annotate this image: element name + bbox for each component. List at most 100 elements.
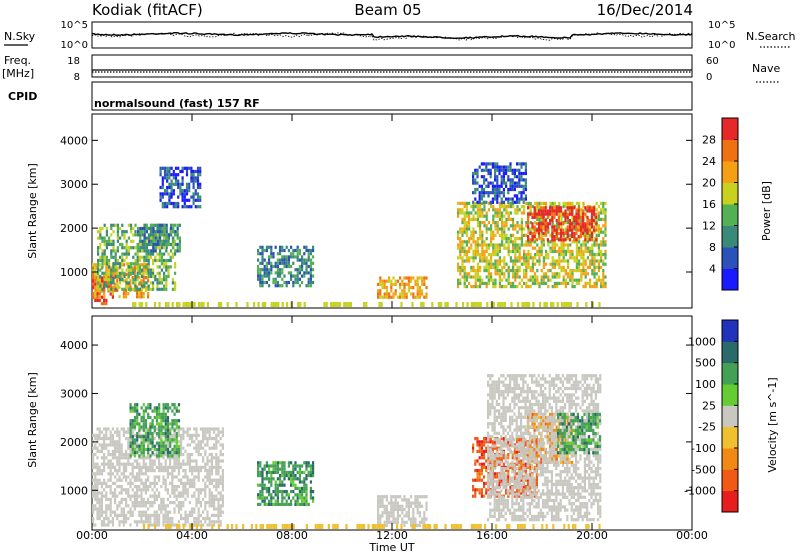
data-cell bbox=[416, 279, 419, 283]
data-cell bbox=[516, 259, 519, 263]
data-cell bbox=[98, 510, 101, 514]
data-cell bbox=[403, 276, 406, 280]
data-cell bbox=[303, 271, 306, 275]
data-cell bbox=[153, 430, 156, 434]
data-cell bbox=[147, 444, 150, 448]
data-cell bbox=[489, 171, 492, 176]
y-tick-label: 1000 bbox=[60, 266, 88, 279]
data-cell bbox=[180, 449, 183, 453]
data-cell bbox=[165, 226, 168, 231]
data-cell bbox=[197, 446, 200, 450]
data-cell bbox=[94, 462, 97, 466]
data-cell bbox=[107, 485, 110, 489]
data-cell bbox=[388, 279, 391, 283]
data-cell bbox=[97, 258, 100, 263]
data-cell bbox=[507, 211, 510, 215]
data-cell bbox=[312, 245, 315, 249]
data-cell bbox=[169, 501, 172, 505]
data-cell bbox=[538, 237, 541, 241]
data-cell bbox=[263, 486, 266, 490]
data-cell bbox=[119, 255, 122, 259]
data-cell bbox=[490, 278, 493, 282]
data-cell bbox=[109, 501, 112, 505]
data-cell bbox=[185, 185, 189, 190]
data-cell bbox=[390, 295, 393, 299]
data-cell bbox=[103, 262, 106, 266]
data-cell bbox=[478, 165, 481, 169]
data-cell bbox=[500, 178, 503, 182]
data-cell bbox=[465, 259, 468, 263]
data-cell bbox=[492, 253, 495, 257]
power-data bbox=[92, 162, 607, 307]
data-cell bbox=[394, 498, 397, 502]
data-cell bbox=[474, 187, 477, 192]
data-cell bbox=[472, 259, 475, 263]
freq-tick-high: 18 bbox=[67, 56, 80, 67]
data-cell bbox=[186, 520, 189, 524]
data-cell bbox=[516, 224, 519, 228]
data-cell bbox=[140, 406, 143, 410]
data-cell bbox=[296, 477, 299, 481]
data-cell bbox=[301, 464, 304, 468]
data-cell bbox=[405, 282, 408, 286]
data-cell bbox=[169, 438, 172, 442]
data-cell bbox=[468, 275, 471, 279]
data-cell bbox=[143, 239, 146, 243]
data-cell bbox=[151, 451, 154, 455]
data-cell bbox=[379, 282, 382, 286]
data-cell bbox=[487, 184, 490, 188]
data-cell bbox=[305, 245, 308, 249]
data-cell bbox=[118, 449, 121, 453]
nsearch-label: N.Search bbox=[746, 30, 796, 43]
data-cell bbox=[551, 209, 554, 213]
data-cell bbox=[577, 215, 580, 219]
data-cell bbox=[118, 469, 121, 473]
data-cell bbox=[274, 271, 277, 275]
data-cell bbox=[468, 227, 471, 231]
freq-unit: [MHz] bbox=[2, 67, 34, 80]
data-cell bbox=[147, 262, 150, 266]
data-cell bbox=[173, 451, 176, 455]
data-cell bbox=[459, 269, 462, 273]
data-cell bbox=[152, 284, 155, 288]
data-cell bbox=[155, 456, 158, 460]
data-cell bbox=[505, 285, 508, 289]
data-cell bbox=[138, 465, 141, 469]
data-cell bbox=[118, 443, 121, 447]
data-cell bbox=[131, 438, 134, 442]
data-cell bbox=[121, 223, 124, 227]
data-cell bbox=[193, 481, 196, 485]
data-cell bbox=[494, 269, 497, 273]
data-cell bbox=[349, 302, 352, 307]
data-cell bbox=[531, 259, 534, 263]
data-cell bbox=[479, 269, 482, 273]
data-cell bbox=[567, 208, 570, 212]
data-cell bbox=[103, 494, 106, 498]
data-cell bbox=[394, 517, 397, 521]
data-cell bbox=[116, 271, 119, 275]
data-cell bbox=[208, 472, 211, 476]
data-cell bbox=[281, 248, 284, 253]
data-cell bbox=[140, 435, 143, 439]
data-cell bbox=[379, 279, 382, 283]
data-cell bbox=[549, 240, 552, 244]
data-cell bbox=[503, 224, 506, 228]
data-cell bbox=[281, 493, 284, 497]
data-cell bbox=[401, 517, 404, 521]
data-cell bbox=[177, 430, 180, 434]
data-cell bbox=[557, 222, 560, 226]
data-cell bbox=[512, 265, 515, 269]
data-cell bbox=[564, 201, 567, 205]
data-cell bbox=[131, 472, 134, 476]
data-cell bbox=[164, 520, 167, 524]
data-cell bbox=[153, 517, 156, 521]
data-cell bbox=[94, 285, 97, 289]
data-cell bbox=[184, 485, 187, 489]
data-cell bbox=[421, 282, 424, 286]
data-cell bbox=[109, 465, 112, 469]
data-cell bbox=[261, 493, 264, 497]
data-cell bbox=[181, 195, 184, 199]
data-cell bbox=[193, 520, 196, 524]
data-cell bbox=[111, 465, 114, 469]
data-cell bbox=[153, 428, 156, 432]
